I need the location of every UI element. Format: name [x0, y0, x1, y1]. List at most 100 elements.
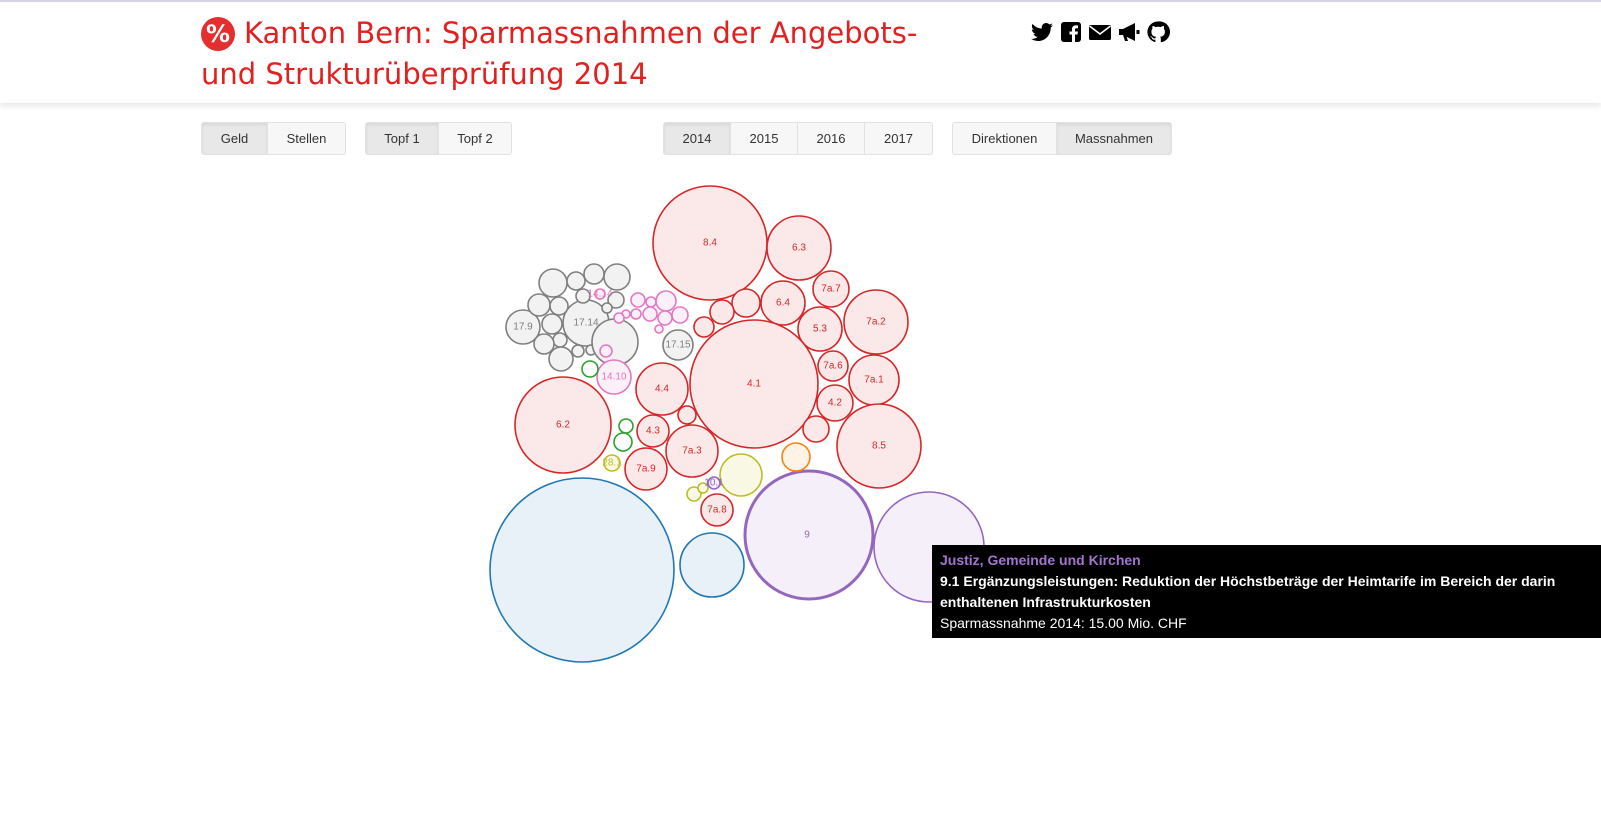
bubble-gray-31[interactable] [575, 288, 591, 304]
bubble-7a-9[interactable]: 7a.9 [624, 447, 668, 491]
bubble-circle[interactable] [817, 350, 849, 382]
bubble-gray-34[interactable] [541, 313, 563, 335]
year-2015-button[interactable]: 2015 [731, 123, 798, 154]
bubble-6-2[interactable]: 6.2 [514, 376, 612, 474]
bubble-8-4[interactable]: 8.4 [652, 185, 768, 301]
bubble-circle[interactable] [843, 289, 909, 355]
bubble-circle[interactable] [505, 309, 541, 345]
bubble-pink-52[interactable] [654, 324, 664, 334]
bubble-7a-8[interactable]: 7a.8 [700, 493, 734, 527]
bubble-pink-49[interactable] [630, 308, 642, 320]
bubble-circle[interactable] [719, 453, 763, 497]
bubble-pink-47[interactable] [657, 310, 673, 326]
bubble-circle[interactable] [781, 442, 811, 472]
bubble-gray-37[interactable] [548, 346, 574, 372]
bubble-circle[interactable] [642, 306, 658, 322]
bubble-gray-26[interactable] [566, 271, 586, 291]
bubble-circle[interactable] [618, 418, 634, 434]
bubble-red-18[interactable] [802, 415, 830, 443]
bubble-pink-48[interactable] [642, 306, 658, 322]
bubble-pink-46[interactable] [671, 306, 689, 324]
bubble-circle[interactable] [689, 319, 819, 449]
bubble-gray-40[interactable] [591, 318, 639, 366]
bubble-circle[interactable] [709, 299, 735, 325]
facebook-icon[interactable] [1059, 20, 1083, 44]
bubble-circle[interactable] [836, 403, 922, 489]
bubble-6-3[interactable]: 6.3 [766, 215, 832, 281]
bubble-circle[interactable] [645, 296, 657, 308]
bubble-blue-66[interactable] [489, 477, 675, 663]
bubble-circle[interactable] [743, 469, 875, 601]
bubble-circle[interactable] [533, 333, 555, 355]
bubble-pink-53[interactable] [599, 344, 613, 358]
bubble-circle[interactable] [552, 332, 568, 348]
year-2016-button[interactable]: 2016 [798, 123, 865, 154]
bubble-red-15[interactable] [677, 405, 697, 425]
bubble-5-3[interactable]: 5.3 [797, 306, 843, 352]
bubble-circle[interactable] [766, 215, 832, 281]
bubble-circle[interactable] [686, 486, 702, 502]
bubble-4-3[interactable]: 4.3 [636, 414, 670, 448]
geld-button[interactable]: Geld [202, 123, 268, 154]
bubble-circle[interactable] [549, 296, 569, 316]
bubble-gray-35[interactable] [552, 332, 568, 348]
bubble-circle[interactable] [575, 288, 591, 304]
bubble-circle[interactable] [630, 308, 642, 320]
bubble-circle[interactable] [679, 532, 745, 598]
bubble-circle[interactable] [591, 318, 639, 366]
bubble-circle[interactable] [541, 313, 563, 335]
bubble-pink-43[interactable] [630, 292, 646, 308]
bubble-olive-60[interactable] [697, 482, 709, 494]
bubble-circle[interactable] [581, 360, 599, 378]
bubble-circle[interactable] [571, 344, 585, 358]
bubble-red-6[interactable] [693, 316, 715, 338]
bubble-circle[interactable] [603, 454, 621, 472]
bubble-circle[interactable] [812, 270, 850, 308]
bubble-6-4[interactable]: 6.4 [760, 280, 806, 326]
bubble-circle[interactable] [607, 291, 625, 309]
bubble-14-14[interactable]: 14.14 [587, 288, 613, 300]
bubble-17-9[interactable]: 17.9 [505, 309, 541, 345]
bubble-circle[interactable] [797, 306, 843, 352]
bubble-circle[interactable] [489, 477, 675, 663]
bubble-circle[interactable] [613, 432, 633, 452]
bubble-circle[interactable] [697, 482, 709, 494]
bubble-gray-33[interactable] [601, 302, 613, 314]
bubble-circle[interactable] [603, 263, 631, 291]
bubble-gray-27[interactable] [583, 263, 605, 285]
bubble-7a-3[interactable]: 7a.3 [665, 424, 719, 478]
twitter-icon[interactable] [1030, 20, 1054, 44]
bubble-gray-28[interactable] [603, 263, 631, 291]
bubble-circle[interactable] [630, 292, 646, 308]
bubble-circle[interactable] [624, 447, 668, 491]
bubble-circle[interactable] [760, 280, 806, 326]
stellen-button[interactable]: Stellen [286, 131, 327, 146]
bubble-circle[interactable] [527, 293, 551, 317]
bubble-circle[interactable] [665, 424, 719, 478]
bubble-4-4[interactable]: 4.4 [635, 362, 689, 416]
topf-1-button[interactable]: Topf 1 [366, 123, 439, 154]
bubble-circle[interactable] [583, 263, 605, 285]
bubble-blue-65[interactable] [679, 532, 745, 598]
bubble-circle[interactable] [802, 415, 830, 443]
bubble-8-5[interactable]: 8.5 [836, 403, 922, 489]
topf-2-button[interactable]: Topf 2 [457, 131, 493, 146]
bubble-olive-58[interactable] [719, 453, 763, 497]
bubble-7a-2[interactable]: 7a.2 [843, 289, 909, 355]
bubble-circle[interactable] [693, 316, 715, 338]
bubble-circle[interactable] [599, 344, 613, 358]
bubble-14-10[interactable]: 14.10 [596, 359, 632, 395]
bubble-circle[interactable] [731, 288, 761, 318]
direktionen-button[interactable]: Direktionen [953, 123, 1057, 154]
bubble-gray-29[interactable] [527, 293, 551, 317]
bubble-gray-30[interactable] [549, 296, 569, 316]
bubble-circle[interactable] [594, 288, 606, 300]
bubble-7a-7[interactable]: 7a.7 [812, 270, 850, 308]
bubble-pink-45[interactable] [655, 290, 677, 312]
bubble-circle[interactable] [700, 493, 734, 527]
bubble-pink-44[interactable] [645, 296, 657, 308]
bubble-4-1[interactable]: 4.1 [689, 319, 819, 449]
bubble-circle[interactable] [613, 312, 625, 324]
bubble-pink-51[interactable] [613, 312, 625, 324]
bubble-circle[interactable] [566, 271, 586, 291]
